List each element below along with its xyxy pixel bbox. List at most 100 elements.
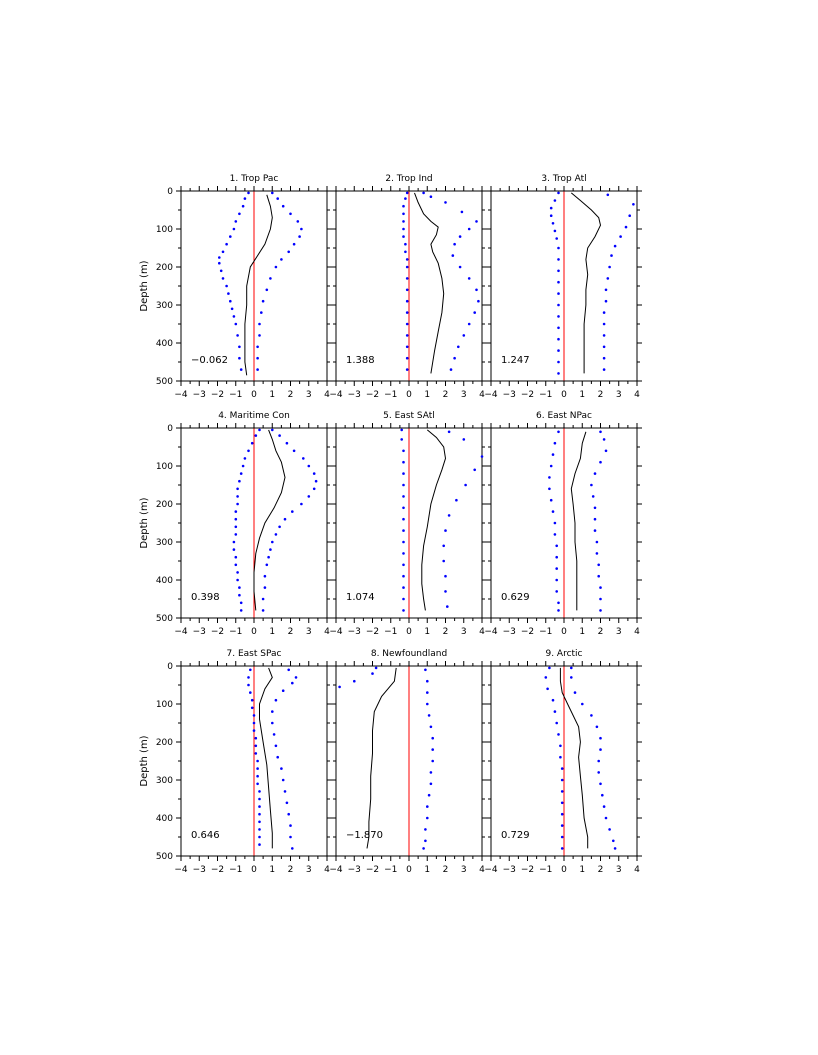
spread-point <box>467 322 471 326</box>
x-tick-label: 1 <box>579 627 585 637</box>
x-tick-label: 0 <box>406 627 412 637</box>
x-tick-label: 3 <box>461 627 467 637</box>
spread-point <box>557 360 560 364</box>
panel-annotation: 0.729 <box>501 830 530 841</box>
spread-point <box>289 824 292 827</box>
spread-point <box>557 326 560 330</box>
spread-point <box>602 438 606 441</box>
spread-point <box>258 828 261 831</box>
y-tick-label: 200 <box>156 263 173 273</box>
y-tick-label: 200 <box>156 500 173 510</box>
spread-point <box>604 288 608 292</box>
spread-point <box>312 472 316 475</box>
spread-point <box>256 345 259 349</box>
spread-point <box>557 315 560 318</box>
spread-point <box>258 805 261 808</box>
x-tick-label: 4 <box>324 627 330 637</box>
spread-point <box>560 801 564 805</box>
x-tick-label: 1 <box>269 627 275 637</box>
y-tick-label: 0 <box>167 662 173 672</box>
spread-point <box>405 299 409 303</box>
spread-point <box>254 434 258 437</box>
spread-point <box>234 220 238 223</box>
spread-point <box>604 449 608 453</box>
spread-point <box>292 449 296 453</box>
spread-point <box>555 237 558 240</box>
spread-point <box>265 563 269 567</box>
y-tick-label: 200 <box>156 738 173 748</box>
panel-title: 7. East SPac <box>227 649 282 659</box>
spread-point <box>276 755 280 759</box>
spread-point <box>426 691 429 694</box>
mean-profile-line <box>570 431 587 611</box>
x-tick-label: 4 <box>324 390 330 400</box>
spread-point <box>261 299 265 303</box>
spread-point <box>271 540 274 544</box>
spread-point <box>458 235 462 238</box>
spread-point <box>597 563 600 567</box>
spread-point <box>258 820 261 824</box>
x-tick-label: 2 <box>443 627 449 637</box>
spread-point <box>271 191 274 195</box>
spread-point <box>549 464 553 468</box>
spread-point <box>599 586 602 589</box>
spread-point <box>462 334 466 337</box>
spread-point <box>595 540 599 544</box>
x-tick-label: −1 <box>539 865 552 875</box>
spread-point <box>312 487 316 491</box>
y-tick-label: 100 <box>156 225 173 235</box>
y-axis-label: Depth (m) <box>139 260 150 311</box>
x-tick-label: 0 <box>406 390 412 400</box>
spread-point <box>258 428 261 432</box>
spread-point <box>560 767 564 770</box>
panel-title: 2. Trop Ind <box>385 174 432 184</box>
spread-point <box>285 801 289 805</box>
spread-point <box>247 449 250 453</box>
spread-point <box>549 498 553 502</box>
spread-point <box>429 195 433 198</box>
spread-profile-1 <box>549 191 560 375</box>
x-tick-label: −3 <box>348 865 361 875</box>
spread-profile-2 <box>271 668 298 850</box>
spread-point <box>402 540 405 544</box>
spread-point <box>256 782 259 786</box>
spread-point <box>338 685 341 689</box>
spread-point <box>458 265 462 269</box>
spread-point <box>424 828 427 831</box>
spread-point <box>546 687 549 691</box>
x-tick-label: 0 <box>561 627 567 637</box>
panel-9: 9. Arctic −4 −3 −2 −1 0 1 2 3 4 0.729 <box>484 649 642 875</box>
x-tick-label: −4 <box>484 390 498 400</box>
x-tick-label: −2 <box>366 627 379 637</box>
x-tick-label: 3 <box>306 627 312 637</box>
spread-point <box>624 225 628 229</box>
spread-point <box>422 847 425 850</box>
x-tick-label: 1 <box>579 865 585 875</box>
x-tick-label: 0 <box>406 865 412 875</box>
spread-point <box>402 517 405 521</box>
spread-point <box>353 679 356 683</box>
spread-point <box>254 752 258 755</box>
mean-profile-line <box>421 429 447 611</box>
spread-point <box>263 574 267 578</box>
spread-point <box>269 548 272 551</box>
x-tick-label: −1 <box>384 865 397 875</box>
spread-point <box>294 676 298 679</box>
spread-point <box>553 229 557 233</box>
spread-point <box>258 843 261 846</box>
spread-point <box>570 676 573 679</box>
spread-point <box>424 839 427 843</box>
y-tick-label: 500 <box>156 614 173 624</box>
spread-point <box>371 672 374 675</box>
spread-point <box>606 277 610 280</box>
spread-point <box>234 510 238 513</box>
panel-annotation: 0.646 <box>191 830 220 841</box>
spread-point <box>229 299 232 303</box>
spread-point <box>480 455 484 458</box>
spread-point <box>560 824 564 827</box>
spread-point <box>602 368 606 371</box>
spread-point <box>241 204 245 208</box>
spread-point <box>601 793 604 797</box>
spread-point <box>271 710 274 713</box>
